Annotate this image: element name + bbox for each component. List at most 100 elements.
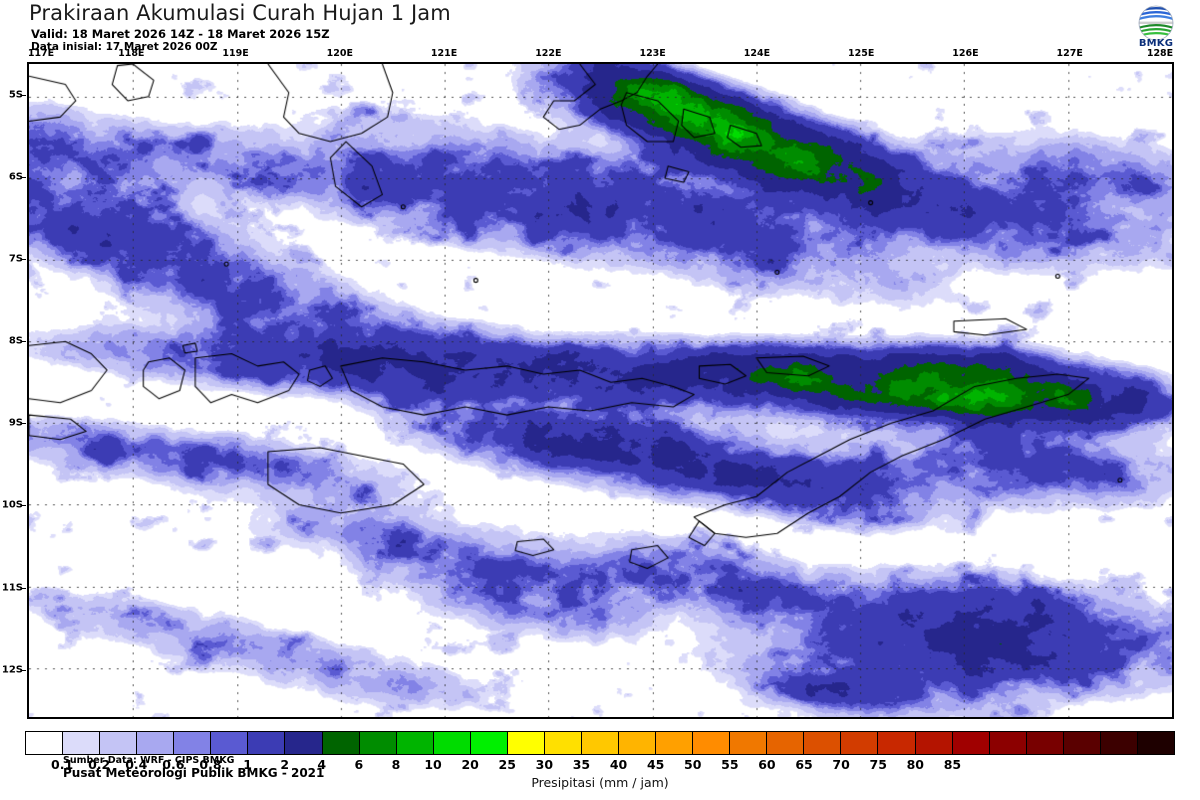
organization-label: Pusat Meteorologi Publik BMKG - 2021 bbox=[63, 765, 325, 780]
y-axis-tick-label: 5S bbox=[8, 89, 23, 101]
colorbar-cell bbox=[1063, 732, 1101, 754]
y-axis-tick-label: 6S bbox=[8, 171, 23, 183]
colorbar-tick: 4 bbox=[317, 757, 327, 772]
colorbar-title: Presipitasi (mm / jam) bbox=[531, 775, 669, 790]
map-frame bbox=[27, 62, 1174, 719]
y-axis-tick bbox=[22, 505, 26, 507]
colorbar-tick: 0.4 bbox=[125, 757, 148, 772]
colorbar-tick: 25 bbox=[498, 757, 516, 772]
precipitation-heatmap-canvas bbox=[29, 64, 1172, 717]
x-axis-tick-label: 128E bbox=[1146, 48, 1174, 59]
colorbar-tick: 40 bbox=[609, 757, 628, 772]
colorbar-cell bbox=[581, 732, 619, 754]
y-axis-tick bbox=[22, 341, 26, 343]
colorbar-cell bbox=[1026, 732, 1064, 754]
colorbar-tick: 85 bbox=[943, 757, 962, 772]
y-axis-tick-label: 8S bbox=[8, 335, 23, 347]
colorbar-cell bbox=[322, 732, 360, 754]
colorbar-cell bbox=[878, 732, 916, 754]
colorbar-tick: 0.2 bbox=[88, 757, 111, 772]
colorbar-tick: 55 bbox=[721, 757, 739, 772]
colorbar-cell bbox=[285, 732, 323, 754]
colorbar-cell bbox=[989, 732, 1027, 754]
y-axis-tick bbox=[22, 176, 26, 178]
colorbar-cell bbox=[174, 732, 212, 754]
y-axis-tick bbox=[22, 587, 26, 589]
colorbar-cell bbox=[507, 732, 545, 754]
y-axis-tick bbox=[22, 423, 26, 425]
chart-header: Prakiraan Akumulasi Curah Hujan 1 Jam Va… bbox=[0, 0, 1200, 58]
colorbar-tick: 8 bbox=[391, 757, 401, 772]
y-axis-tick-label: 11S bbox=[1, 582, 23, 594]
colorbar-tick: 80 bbox=[906, 757, 925, 772]
colorbar-tick: 10 bbox=[424, 757, 442, 772]
x-axis-tick-label: 121E bbox=[430, 48, 458, 59]
data-source-label: Sumber Data: WRF - CIPS BMKG bbox=[63, 755, 235, 766]
colorbar-cell bbox=[248, 732, 286, 754]
colorbar-cell bbox=[1100, 732, 1138, 754]
x-axis-tick-label: 122E bbox=[535, 48, 562, 59]
x-axis-tick-label: 124E bbox=[743, 48, 771, 59]
colorbar-tick: 30 bbox=[535, 757, 554, 772]
colorbar-tick: 0.8 bbox=[199, 757, 222, 772]
colorbar-tick: 2 bbox=[280, 757, 290, 772]
valid-time-label: Valid: 18 Maret 2026 14Z - 18 Maret 2026… bbox=[31, 27, 330, 41]
x-axis-tick-label: 119E bbox=[222, 48, 249, 59]
colorbar-cell bbox=[396, 732, 434, 754]
x-axis-tick-label: 126E bbox=[952, 48, 979, 59]
colorbar-tick: 75 bbox=[869, 757, 887, 772]
credits-block: Sumber Data: WRF - CIPS BMKG Pusat Meteo… bbox=[63, 755, 325, 780]
colorbar-cell bbox=[26, 732, 64, 754]
colorbar-tick: 1 bbox=[243, 757, 252, 772]
y-axis-tick-label: 12S bbox=[1, 664, 23, 676]
colorbar-cell bbox=[1137, 732, 1174, 754]
page-title: Prakiraan Akumulasi Curah Hujan 1 Jam bbox=[29, 1, 451, 25]
colorbar-cell bbox=[767, 732, 805, 754]
colorbar-cell bbox=[433, 732, 471, 754]
x-axis-tick-label: 117E bbox=[27, 48, 55, 59]
colorbar-cell bbox=[100, 732, 138, 754]
colorbar-cell bbox=[693, 732, 731, 754]
colorbar-tick: 70 bbox=[832, 757, 850, 772]
colorbar-cell bbox=[211, 732, 249, 754]
colorbar-tick: 20 bbox=[461, 757, 479, 772]
colorbar-tick: 45 bbox=[646, 757, 665, 772]
y-axis-tick-label: 7S bbox=[8, 253, 23, 265]
colorbar-cell bbox=[63, 732, 101, 754]
y-axis-tick bbox=[22, 669, 26, 671]
colorbar-tick: 6 bbox=[354, 757, 364, 772]
bmkg-logo-text: BMKG bbox=[1138, 38, 1174, 49]
colorbar-cell bbox=[915, 732, 953, 754]
colorbar-cell bbox=[137, 732, 175, 754]
colorbar-cell bbox=[656, 732, 694, 754]
colorbar-cell bbox=[952, 732, 990, 754]
colorbar-tick: 0.1 bbox=[51, 757, 74, 772]
colorbar-cell bbox=[841, 732, 879, 754]
colorbar-cell bbox=[359, 732, 397, 754]
y-axis-tick-label: 10S bbox=[1, 499, 23, 511]
colorbar-cells bbox=[25, 731, 1175, 755]
x-axis-tick-label: 123E bbox=[639, 48, 666, 59]
colorbar-cell bbox=[470, 732, 508, 754]
colorbar-cell bbox=[619, 732, 657, 754]
colorbar-cell bbox=[544, 732, 582, 754]
x-axis-tick-label: 118E bbox=[118, 48, 145, 59]
colorbar[interactable]: 0.1 0.2 0.4 0.6 0.8 1 2 4 6 8 10 20 25 30 35 40 45 50 55 60… bbox=[25, 731, 1175, 772]
y-axis-tick-label: 9S bbox=[8, 417, 23, 429]
colorbar-cell bbox=[804, 732, 842, 754]
x-axis-tick-label: 127E bbox=[1056, 48, 1083, 59]
colorbar-tick: 50 bbox=[684, 757, 702, 772]
colorbar-tick: 0.6 bbox=[162, 757, 185, 772]
colorbar-tick: 60 bbox=[758, 757, 776, 772]
colorbar-tick-labels: 0.1 0.2 0.4 0.6 0.8 1 2 4 6 8 10 20 25 30 35 40 45 50 55 60… bbox=[25, 757, 1175, 773]
x-axis-tick-label: 120E bbox=[326, 48, 353, 59]
bmkg-globe-logo bbox=[1128, 3, 1184, 55]
initial-data-label: Data inisial: 17 Maret 2026 00Z bbox=[31, 41, 218, 53]
y-axis-tick bbox=[22, 94, 26, 96]
precipitation-map[interactable]: Sumber Data: WRF - CIPS BMKG Pusat Meteo… bbox=[2, 48, 1174, 780]
colorbar-tick: 65 bbox=[795, 757, 813, 772]
x-axis-tick-label: 125E bbox=[848, 48, 875, 59]
colorbar-tick: 35 bbox=[572, 757, 591, 772]
colorbar-cell bbox=[730, 732, 768, 754]
y-axis-tick bbox=[22, 259, 26, 261]
